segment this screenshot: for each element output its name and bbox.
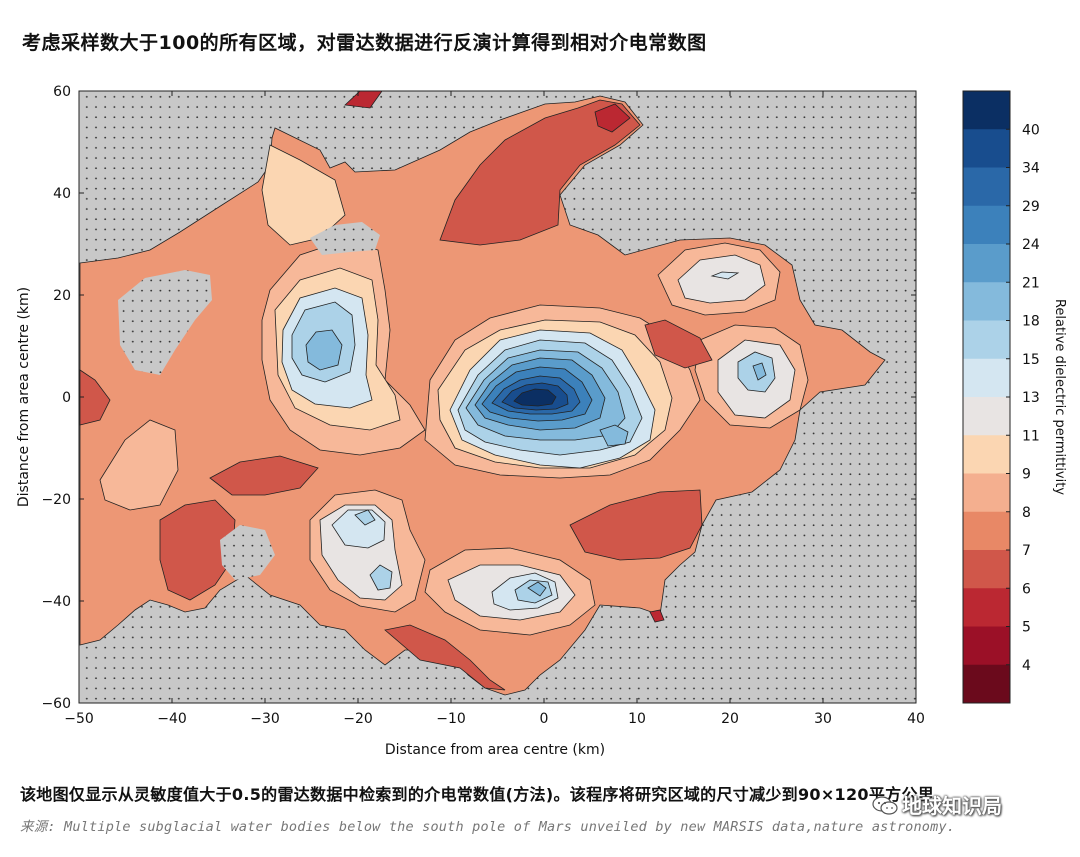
source-citation: 来源: Multiple subglacial water bodies bel… — [20, 819, 956, 835]
region-red-mid — [209, 455, 319, 496]
x-axis: −50 −40 −30 −20 −10 0 10 20 30 40 — [64, 91, 925, 727]
x-tick-label: −40 — [157, 711, 187, 727]
region-red-w — [79, 369, 111, 426]
colorbar-tick-label: 5 — [1022, 620, 1031, 636]
colorbar-swatch — [963, 205, 1010, 245]
colorbar-swatch — [963, 320, 1010, 360]
colorbar-tick-label: 13 — [1022, 390, 1040, 406]
colorbar-swatch — [963, 473, 1010, 513]
y-tick-label: 20 — [53, 288, 71, 304]
region-blue-c8 — [513, 388, 557, 407]
y-tick-label: 40 — [53, 186, 71, 202]
colorbar-swatch — [963, 588, 1010, 627]
chart-title: 考虑采样数大于100的所有区域，对雷达数据进行反演计算得到相对介电常数图 — [22, 32, 707, 54]
region-red-s — [384, 624, 506, 691]
colorbar: 40 34 29 24 21 18 15 13 11 9 8 7 6 5 4 — [962, 90, 1040, 704]
x-tick-label: 40 — [907, 711, 925, 727]
region-blue-w3 — [305, 329, 343, 371]
colorbar-tick-label: 11 — [1022, 428, 1040, 444]
x-tick-label: −30 — [250, 711, 280, 727]
colorbar-swatch — [963, 511, 1010, 551]
x-tick-label: −20 — [343, 711, 373, 727]
region-red-e — [644, 319, 713, 369]
colorbar-tick-label: 8 — [1022, 505, 1031, 521]
colorbar-swatch — [963, 664, 1010, 704]
colorbar-swatch — [963, 550, 1010, 589]
colorbar-label: Relative dielectric permittivity — [1052, 299, 1067, 495]
x-tick-label: 10 — [628, 711, 646, 727]
colorbar-tick-label: 7 — [1022, 543, 1031, 559]
region-red-n2 — [594, 103, 631, 133]
colorbar-swatch — [963, 358, 1010, 398]
x-tick-label: 30 — [814, 711, 832, 727]
y-tick-label: 0 — [62, 390, 71, 406]
region-red-se2 — [649, 609, 665, 623]
colorbar-tick-label: 21 — [1022, 275, 1040, 291]
region-red-n — [439, 99, 641, 246]
watermark-text: 地球知识局 — [902, 794, 1002, 818]
x-tick-label: −10 — [436, 711, 466, 727]
y-axis: 60 40 20 0 −20 −40 −60 — [41, 84, 916, 712]
colorbar-swatch — [963, 129, 1010, 168]
x-tick-label: 20 — [721, 711, 739, 727]
colorbar-tick-label: 24 — [1022, 237, 1040, 253]
y-tick-label: −40 — [41, 594, 71, 610]
colorbar-swatch — [963, 626, 1010, 666]
region-peach-west — [99, 419, 179, 511]
region-blue-s3 — [527, 581, 547, 597]
no-data-holes — [118, 190, 380, 580]
region-blue-e2 — [752, 362, 767, 381]
colorbar-tick-label: 4 — [1022, 658, 1031, 674]
y-tick-label: −20 — [41, 492, 71, 508]
colorbar-tick-label: 40 — [1022, 122, 1040, 138]
region-blue-sw2 — [354, 509, 376, 526]
watermark: 地球知识局 — [872, 790, 1002, 819]
region-blue-c-tail — [599, 424, 629, 447]
x-axis-label: Distance from area centre (km) — [385, 742, 605, 758]
colorbar-swatch — [963, 435, 1010, 474]
contour-fill — [79, 91, 886, 696]
colorbar-swatch — [963, 167, 1010, 207]
y-tick-label: 60 — [53, 84, 71, 100]
region-blue-sw3 — [369, 564, 393, 591]
colorbar-tick-label: 15 — [1022, 352, 1040, 368]
region-red-se — [569, 489, 703, 561]
region-blue-ne — [710, 271, 740, 280]
colorbar-tick-label: 18 — [1022, 314, 1040, 330]
x-tick-label: 0 — [540, 711, 549, 727]
y-tick-label: −60 — [41, 696, 71, 712]
colorbar-tick-label: 6 — [1022, 581, 1031, 597]
region-red-top — [344, 91, 383, 109]
colorbar-swatch — [963, 397, 1010, 436]
region-light-ne — [677, 254, 766, 304]
x-tick-label: −50 — [64, 711, 94, 727]
wechat-icon — [872, 796, 898, 815]
region-red-sw — [159, 499, 236, 601]
colorbar-tick-label: 9 — [1022, 467, 1031, 483]
colorbar-tick-label: 29 — [1022, 199, 1040, 215]
caption: 该地图仅显示从灵敏度值大于0.5的雷达数据中检索到的介电常数值(方法)。该程序将… — [20, 785, 951, 804]
colorbar-tick-label: 34 — [1022, 161, 1040, 177]
colorbar-swatch — [963, 244, 1010, 283]
colorbar-swatch — [963, 91, 1010, 130]
colorbar-swatch — [963, 282, 1010, 321]
y-axis-label: Distance from area centre (km) — [16, 287, 32, 507]
